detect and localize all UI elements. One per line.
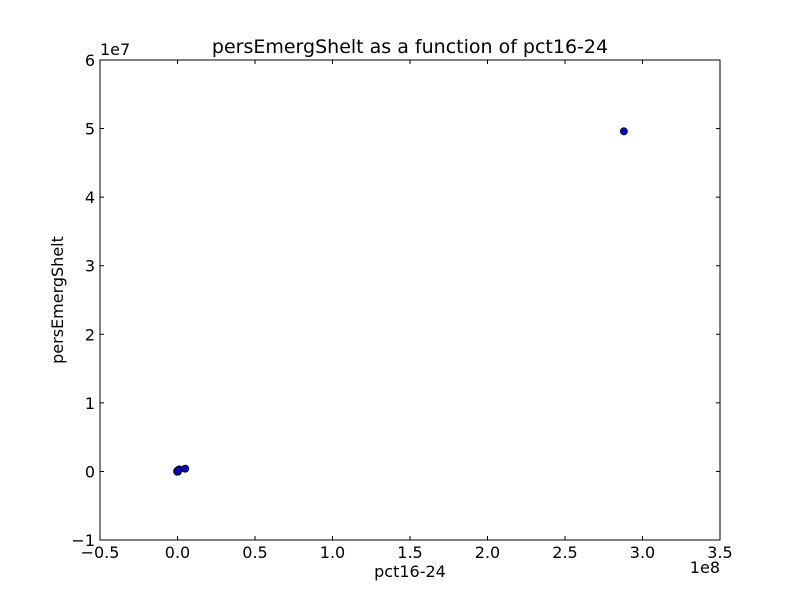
x-tick-label: 0.5	[242, 543, 267, 562]
y-tick-label: 2	[85, 325, 95, 344]
y-tick-label: 0	[85, 462, 95, 481]
chart-title: persEmergShelt as a function of pct16-24	[212, 36, 608, 58]
y-axis-offset-label: 1e7	[100, 40, 130, 59]
x-tick-label: −0.5	[81, 543, 120, 562]
x-axis-label: pct16-24	[374, 562, 446, 581]
x-tick-label: 3.5	[707, 543, 732, 562]
x-tick-label: 2.5	[552, 543, 577, 562]
data-point	[173, 466, 182, 475]
plot-frame	[99, 59, 721, 541]
x-tick-label: 1.0	[320, 543, 345, 562]
y-tick-label: 1	[85, 394, 95, 413]
data-points	[173, 127, 628, 476]
y-tick-label: 3	[85, 257, 95, 276]
x-tick-label: 3.0	[630, 543, 655, 562]
y-tick-label: 4	[85, 188, 95, 207]
x-tick-label: 1.5	[397, 543, 422, 562]
x-axis-offset-label: 1e8	[690, 558, 720, 577]
plot-area	[100, 60, 720, 540]
x-tick-label: 0.0	[165, 543, 190, 562]
y-axis-label: persEmergShelt	[48, 236, 67, 364]
axis-ticks: −0.5 0.0 0.5 1.0 1.5 2.0 2.5 3.0 3.5 −1 0 1 2 3 4 5 6	[71, 51, 732, 562]
data-point	[620, 127, 628, 136]
y-tick-label: −1	[71, 531, 95, 550]
x-tick-label: 2.0	[475, 543, 500, 562]
y-tick-label: 5	[85, 120, 95, 139]
y-tick-label: 6	[85, 51, 95, 70]
